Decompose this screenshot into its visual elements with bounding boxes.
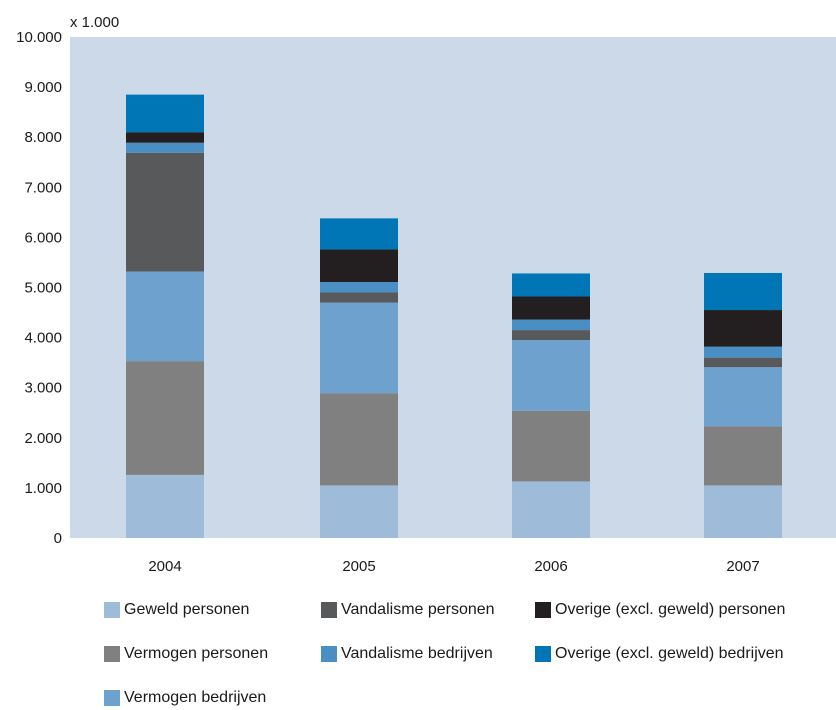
bar-segment [512, 273, 590, 297]
bar-segment [126, 474, 204, 538]
legend-swatch [535, 646, 551, 662]
legend-swatch [104, 602, 120, 618]
bar-segment [512, 330, 590, 341]
x-tick-label: 2006 [534, 558, 567, 575]
x-tick-label: 2004 [148, 558, 181, 575]
legend-label: Vermogen personen [124, 645, 269, 662]
bar-segment [320, 249, 398, 282]
bar-segment [704, 367, 782, 427]
y-tick-label: 4.000 [24, 330, 62, 347]
unit-label: x 1.000 [70, 14, 119, 31]
bar-segment [126, 94, 204, 133]
bars [126, 94, 782, 538]
bar-segment [704, 310, 782, 347]
y-tick-label: 7.000 [24, 179, 62, 196]
legend-item: Overige (excl. geweld) bedrijven [535, 642, 835, 666]
legend-swatch [321, 602, 337, 618]
bar-segment [126, 361, 204, 475]
bar-segment [320, 281, 398, 293]
legend-swatch [104, 646, 120, 662]
legend: Geweld personen Vandalisme personen Overig… [104, 598, 836, 710]
x-axis: 2004 2005 2006 2007 [148, 558, 759, 575]
bar-segment [126, 152, 204, 272]
legend-swatch [321, 646, 337, 662]
y-tick-label: 10.000 [16, 29, 62, 46]
bar-segment [512, 340, 590, 411]
legend-label: Overige (excl. geweld) bedrijven [555, 645, 784, 662]
y-tick-label: 6.000 [24, 229, 62, 246]
y-tick-label: 1.000 [24, 480, 62, 497]
legend-label: Geweld personen [124, 601, 250, 618]
bar-segment [320, 393, 398, 486]
bar-segment [704, 426, 782, 486]
legend-item: Vermogen bedrijven [104, 686, 321, 710]
x-tick-label: 2007 [726, 558, 759, 575]
bar-segment [704, 272, 782, 311]
bar-segment [320, 485, 398, 538]
bar-segment [320, 302, 398, 394]
y-axis: 0 1.000 2.000 3.000 4.000 5.000 6.000 7.000 8.00… [16, 29, 62, 547]
bar-segment [704, 357, 782, 368]
bar-segment [320, 292, 398, 303]
y-tick-label: 0 [54, 530, 62, 547]
bar-segment [512, 481, 590, 538]
legend-label: Vermogen bedrijven [124, 689, 267, 706]
y-tick-label: 2.000 [24, 430, 62, 447]
legend-item: Vandalisme bedrijven [321, 642, 535, 666]
bar-segment [126, 271, 204, 362]
bar-segment [512, 319, 590, 331]
legend-item: Overige (excl. geweld) personen [535, 598, 835, 622]
legend-label: Overige (excl. geweld) personen [555, 601, 786, 618]
legend-swatch [535, 602, 551, 618]
legend-item: Vandalisme personen [321, 598, 535, 622]
legend-swatch [104, 690, 120, 706]
y-tick-label: 8.000 [24, 129, 62, 146]
bar-segment [126, 132, 204, 143]
bar-segment [704, 485, 782, 538]
bar-segment [512, 296, 590, 320]
bar-segment [704, 346, 782, 358]
stacked-bar-chart: 0 1.000 2.000 3.000 4.000 5.000 6.000 7.000 8.00… [16, 14, 836, 575]
bar-segment [512, 410, 590, 482]
x-tick-label: 2005 [342, 558, 375, 575]
bar-segment [320, 218, 398, 250]
legend-item: Geweld personen [104, 598, 321, 622]
y-tick-label: 3.000 [24, 380, 62, 397]
bar-segment [126, 142, 204, 153]
y-tick-label: 9.000 [24, 79, 62, 96]
legend-label: Vandalisme personen [341, 601, 495, 618]
y-tick-label: 5.000 [24, 280, 62, 297]
legend-item: Vermogen personen [104, 642, 321, 666]
legend-label: Vandalisme bedrijven [341, 645, 493, 662]
